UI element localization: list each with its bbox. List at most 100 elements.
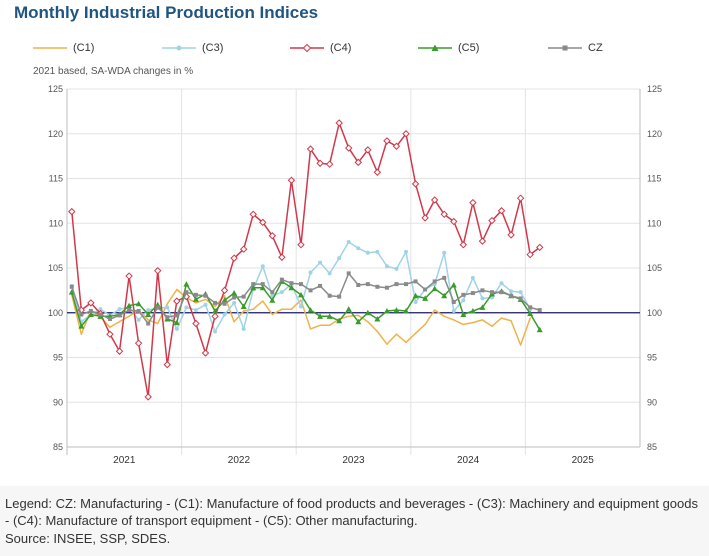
data-point-c1 xyxy=(261,300,264,302)
data-point-cz xyxy=(318,283,323,288)
data-point-c4 xyxy=(402,130,410,138)
legend-label-c4: (C4) xyxy=(330,42,352,54)
data-point-c1 xyxy=(433,309,436,311)
data-point-c1 xyxy=(109,326,111,328)
data-point-c1 xyxy=(204,298,207,301)
legend: (C1) (C3) (C4) (C5) xyxy=(0,0,709,54)
data-point-cz xyxy=(432,279,437,284)
data-point-c5 xyxy=(145,311,152,318)
data-point-c4 xyxy=(220,286,229,295)
data-point-cz xyxy=(499,290,504,295)
data-point-c4 xyxy=(297,241,305,249)
data-point-c4 xyxy=(239,245,248,253)
data-point-cz xyxy=(375,284,380,289)
data-point-c5 xyxy=(288,284,295,291)
data-point-c4 xyxy=(211,312,219,321)
data-point-c1 xyxy=(166,303,169,305)
legend-swatch-cz xyxy=(548,45,582,51)
data-point-c5 xyxy=(383,307,390,314)
data-point-c3 xyxy=(356,246,361,251)
data-point-cz xyxy=(155,305,160,310)
data-point-c5 xyxy=(479,304,486,310)
data-point-c5 xyxy=(173,319,180,326)
x-tick-label: 2023 xyxy=(342,455,365,466)
data-point-c4 xyxy=(115,347,124,355)
data-point-c5 xyxy=(460,311,467,318)
data-point-c5 xyxy=(307,307,314,313)
data-point-c1 xyxy=(529,317,531,319)
data-point-c3 xyxy=(442,250,447,255)
data-point-cz xyxy=(518,296,523,301)
chart-card: Monthly Industrial Production Indices (C… xyxy=(0,0,709,466)
data-point-c3 xyxy=(480,296,485,301)
data-point-c1 xyxy=(367,320,369,323)
data-point-c4 xyxy=(536,243,544,252)
y-tick-label-right: 115 xyxy=(647,174,661,184)
data-point-cz xyxy=(203,293,208,298)
data-point-c1 xyxy=(491,325,493,327)
data-point-c3 xyxy=(184,305,189,310)
data-point-c4 xyxy=(392,142,401,150)
x-tick-label: 2021 xyxy=(113,455,136,466)
data-point-c1 xyxy=(452,319,455,321)
data-point-c1 xyxy=(347,315,350,318)
data-point-cz xyxy=(528,305,533,310)
data-point-c4 xyxy=(192,319,200,328)
data-point-c4 xyxy=(316,159,324,167)
data-point-c4 xyxy=(383,137,391,145)
data-point-c4 xyxy=(364,146,372,154)
legend-label-cz: CZ xyxy=(588,42,603,54)
data-point-c3 xyxy=(327,271,332,276)
data-point-c3 xyxy=(394,266,399,271)
data-point-c1 xyxy=(290,308,293,310)
data-point-c3 xyxy=(298,304,303,309)
data-point-cz xyxy=(327,293,332,298)
data-point-c1 xyxy=(128,315,130,318)
data-point-c5 xyxy=(536,326,543,333)
data-point-c4 xyxy=(268,232,277,240)
data-point-cz xyxy=(394,282,399,287)
y-tick-label-left: 100 xyxy=(48,308,63,318)
data-point-cz xyxy=(509,293,514,298)
data-point-c1 xyxy=(357,314,360,317)
data-point-c5 xyxy=(326,313,333,319)
data-point-c4 xyxy=(325,160,334,168)
data-point-cz xyxy=(442,275,447,280)
data-point-c1 xyxy=(386,343,388,345)
data-point-cz xyxy=(537,308,542,313)
y-tick-label-left: 90 xyxy=(53,397,63,407)
data-point-cz xyxy=(279,277,284,282)
data-point-c4 xyxy=(249,210,257,219)
data-point-cz xyxy=(451,300,456,305)
data-point-cz xyxy=(136,308,141,313)
data-point-c3 xyxy=(308,270,313,275)
data-point-cz xyxy=(289,281,294,286)
chart-footer: Legend: CZ: Manufacturing - (C1): Manufa… xyxy=(0,486,709,556)
data-point-cz xyxy=(270,290,275,295)
y-tick-label-right: 85 xyxy=(647,442,657,452)
data-point-c5 xyxy=(336,317,343,324)
y-tick-label-right: 100 xyxy=(647,308,662,318)
data-point-c4 xyxy=(497,207,506,215)
legend-swatch-c3 xyxy=(162,45,196,51)
data-point-c1 xyxy=(481,319,484,321)
data-point-c3 xyxy=(413,300,418,305)
data-point-c4 xyxy=(459,241,468,249)
data-point-cz xyxy=(489,290,494,295)
data-point-c4 xyxy=(440,210,448,219)
data-point-c5 xyxy=(431,285,438,292)
data-point-c5 xyxy=(87,311,94,318)
data-point-c4 xyxy=(488,216,496,225)
y-tick-label-right: 125 xyxy=(647,84,662,94)
data-point-c1 xyxy=(376,330,379,333)
data-point-c1 xyxy=(319,324,321,327)
data-point-c4 xyxy=(125,272,133,280)
data-point-c4 xyxy=(478,237,487,245)
data-point-c3 xyxy=(98,307,103,312)
series-line-c4 xyxy=(71,122,541,398)
data-point-c3 xyxy=(470,275,475,280)
data-point-c4 xyxy=(430,196,439,204)
data-point-c3 xyxy=(241,326,246,331)
data-point-c4 xyxy=(259,218,267,227)
data-point-cz xyxy=(146,321,151,326)
